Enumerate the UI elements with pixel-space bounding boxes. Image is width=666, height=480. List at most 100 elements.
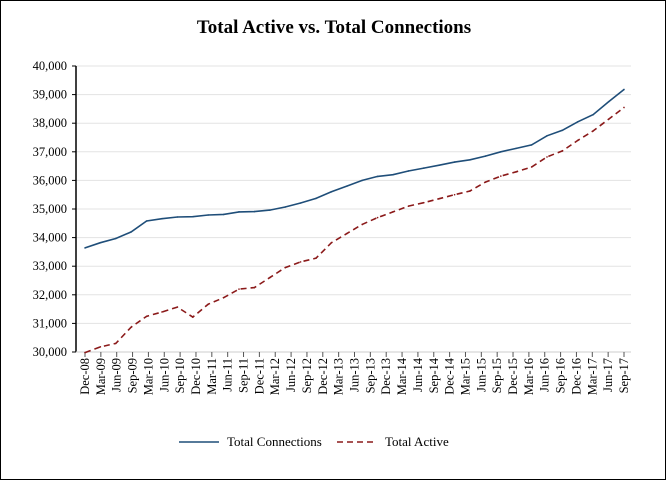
data-point [269, 209, 271, 211]
data-point [515, 171, 517, 173]
x-tick-label: Mar-13 [332, 358, 346, 395]
data-point [592, 113, 594, 116]
series-line-total-connections [84, 88, 625, 249]
data-point [115, 342, 117, 345]
data-point [176, 216, 179, 218]
data-point [453, 193, 456, 196]
data-point [546, 156, 548, 158]
x-tick-label: Jun-14 [411, 357, 425, 392]
y-tick-label: 30,000 [33, 345, 67, 359]
x-tick-label: Dec-16 [569, 358, 583, 395]
data-point [438, 164, 441, 167]
data-point [253, 286, 256, 289]
data-point [392, 211, 394, 213]
y-tick-label: 34,000 [33, 231, 67, 245]
data-point [607, 100, 610, 103]
x-tick-label: Dec-14 [443, 357, 457, 395]
data-point [238, 211, 240, 213]
data-point [222, 296, 225, 299]
data-point [330, 191, 333, 193]
data-point [376, 216, 379, 219]
data-point [238, 288, 240, 290]
data-point [607, 118, 610, 120]
y-tick-label: 38,000 [33, 116, 67, 130]
x-tick-label: Sep-12 [300, 358, 314, 393]
x-tick-label: Dec-13 [379, 358, 393, 395]
x-tick-label: Mar-14 [395, 357, 409, 395]
data-point [269, 276, 271, 279]
data-point [484, 155, 487, 157]
data-point [130, 231, 132, 233]
y-tick-label: 32,000 [33, 288, 67, 302]
x-tick-label: Sep-13 [363, 358, 377, 393]
x-tick-label: Jun-12 [284, 358, 298, 392]
data-point [315, 257, 317, 259]
x-tick-label: Sep-16 [554, 358, 568, 393]
data-point [561, 129, 564, 132]
x-tick-label: Mar-15 [458, 358, 472, 395]
data-point [577, 139, 579, 142]
data-point [192, 215, 194, 218]
y-tick-label: 37,000 [33, 145, 67, 159]
data-point [515, 147, 517, 150]
data-point [192, 316, 194, 318]
series-line-total-active [84, 106, 625, 354]
data-point [99, 346, 102, 348]
data-point [115, 237, 117, 240]
y-tick-label: 33,000 [33, 259, 67, 273]
y-tick-label: 35,000 [33, 202, 67, 216]
x-tick-label: Dec-10 [189, 358, 203, 395]
x-tick-label: Dec-15 [506, 358, 520, 395]
data-point [330, 241, 333, 244]
data-point [530, 166, 533, 168]
data-point [361, 223, 364, 226]
data-point [99, 241, 102, 244]
x-tick-label: Sep-11 [237, 358, 251, 393]
data-point [623, 88, 625, 91]
x-tick-label: Jun-13 [348, 358, 362, 392]
data-point [423, 201, 425, 204]
data-point [500, 151, 502, 153]
legend-label: Total Connections [227, 434, 322, 449]
data-point [284, 206, 287, 208]
x-tick-label: Mar-10 [141, 358, 155, 395]
data-point [207, 303, 209, 306]
data-point [438, 197, 441, 200]
data-point [284, 266, 287, 269]
x-tick-label: Jun-11 [221, 358, 235, 392]
x-tick-label: Sep-15 [490, 358, 504, 393]
data-point [577, 120, 579, 123]
x-tick-label: Sep-14 [427, 357, 441, 393]
data-point [176, 306, 179, 308]
data-point [346, 185, 348, 187]
x-tick-label: Mar-16 [522, 358, 536, 395]
data-point [161, 311, 163, 313]
y-tick-label: 31,000 [33, 316, 67, 330]
data-point [530, 144, 533, 146]
x-tick-label: Mar-09 [94, 358, 108, 395]
data-point [299, 202, 302, 204]
data-point [315, 197, 317, 200]
data-point [346, 232, 348, 235]
y-tick-label: 39,000 [33, 88, 67, 102]
x-tick-label: Jun-15 [474, 358, 488, 392]
data-point [453, 161, 456, 163]
data-point [407, 205, 410, 207]
data-point [407, 170, 410, 172]
x-tick-label: Jun-17 [601, 358, 615, 392]
x-tick-label: Dec-12 [316, 358, 330, 395]
x-tick-label: Jun-16 [538, 358, 552, 392]
data-point [253, 210, 256, 213]
y-tick-label: 40,000 [33, 59, 67, 73]
data-point [623, 106, 625, 109]
data-point [299, 261, 302, 263]
x-tick-label: Sep-17 [617, 358, 631, 393]
data-point [84, 247, 86, 249]
data-point [392, 173, 394, 176]
data-point [361, 179, 364, 182]
data-point [423, 167, 425, 169]
x-tick-label: Mar-11 [205, 358, 219, 395]
data-point [500, 175, 502, 177]
